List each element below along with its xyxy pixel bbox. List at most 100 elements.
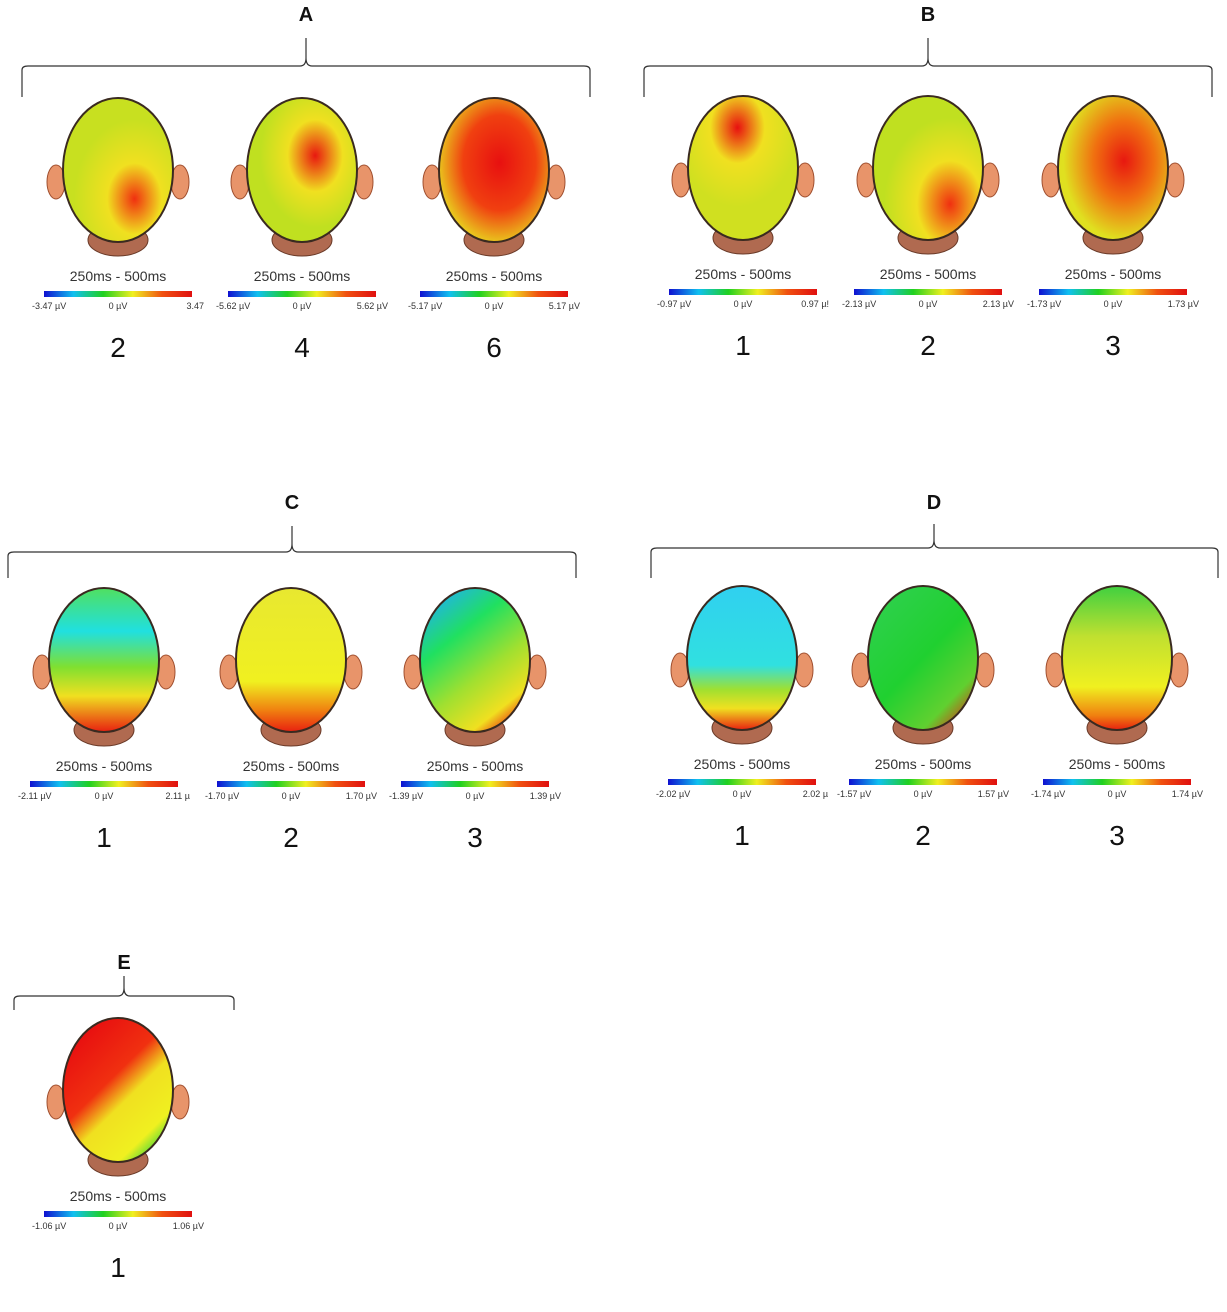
- panel-label-e: E: [117, 952, 131, 974]
- color-scale-bar: [217, 781, 365, 787]
- condition-number: 1: [110, 1252, 126, 1283]
- scale-max-label: 1.74 µV: [1171, 789, 1203, 799]
- topomap-d-3: 250ms - 500ms -1.74 µV 0 µV 1.74 µV 3: [1027, 580, 1207, 880]
- scale-min-label: -1.74 µV: [1031, 789, 1066, 799]
- scale-min-label: -3.47 µV: [32, 301, 67, 311]
- topomap-b-2: 250ms - 500ms -2.13 µV 0 µV 2.13 µV 2: [838, 90, 1018, 390]
- scale-zero-label: 0 µV: [465, 791, 485, 801]
- color-scale-bar: [420, 291, 568, 297]
- scale-max-label: 5.17 µV: [548, 301, 580, 311]
- topomap-a-2: 250ms - 500ms -3.47 µV 0 µV 3.47 2: [28, 92, 208, 392]
- color-scale-bar: [849, 779, 997, 785]
- scale-min-label: -2.02 µV: [656, 789, 691, 799]
- scale-zero-label: 0 µV: [94, 791, 114, 801]
- color-scale-bar: [44, 291, 192, 297]
- head-map: [46, 97, 190, 257]
- topomap-d-2: 250ms - 500ms -1.57 µV 0 µV 1.57 µV 2: [833, 580, 1013, 880]
- head-map: [671, 95, 815, 255]
- scale-max-label: 1.39 µV: [529, 791, 561, 801]
- scale-zero-label: 0 µV: [281, 791, 301, 801]
- scale-zero-label: 0 µV: [108, 1221, 128, 1231]
- time-window-label: 250ms - 500ms: [1064, 266, 1162, 282]
- color-scale-bar: [401, 781, 549, 787]
- scale-min-label: -1.39 µV: [389, 791, 424, 801]
- color-scale-bar: [44, 1211, 192, 1217]
- color-scale-bar: [854, 289, 1002, 295]
- scale-max-label: 1.06 µV: [172, 1221, 204, 1231]
- scale-min-label: -0.97 µV: [657, 299, 692, 309]
- scale-min-label: -2.11 µV: [18, 791, 52, 801]
- scale-max-label: 2.11 µ: [165, 791, 190, 801]
- head-map: [32, 587, 176, 747]
- scale-max-label: 1.70 µV: [345, 791, 377, 801]
- color-scale-bar: [1039, 289, 1187, 295]
- condition-number: 3: [467, 822, 483, 853]
- scale-zero-label: 0 µV: [732, 789, 752, 799]
- scale-zero-label: 0 µV: [913, 789, 933, 799]
- topomap-b-1: 250ms - 500ms -0.97 µV 0 µV 0.97 µ! 1: [653, 90, 833, 390]
- topomap-c-3: 250ms - 500ms -1.39 µV 0 µV 1.39 µV 3: [385, 582, 565, 882]
- scale-zero-label: 0 µV: [733, 299, 753, 309]
- topomap-c-1: 250ms - 500ms -2.11 µV 0 µV 2.11 µ 1: [14, 582, 194, 882]
- scale-zero-label: 0 µV: [292, 301, 312, 311]
- condition-number: 1: [734, 820, 750, 851]
- condition-number: 3: [1105, 330, 1121, 361]
- head-map: [851, 585, 995, 745]
- time-window-label: 250ms - 500ms: [253, 268, 351, 284]
- scale-min-label: -1.06 µV: [32, 1221, 67, 1231]
- time-window-label: 250ms - 500ms: [55, 758, 153, 774]
- panel-label-d: D: [926, 492, 942, 514]
- condition-number: 1: [96, 822, 112, 853]
- scale-min-label: -5.62 µV: [216, 301, 251, 311]
- scale-max-label: 0.97 µ!: [801, 299, 829, 309]
- scale-min-label: -1.73 µV: [1027, 299, 1062, 309]
- head-map: [219, 587, 363, 747]
- scale-min-label: -2.13 µV: [842, 299, 877, 309]
- condition-number: 2: [283, 822, 299, 853]
- head-map: [403, 587, 547, 747]
- scale-max-label: 1.57 µV: [977, 789, 1009, 799]
- head-map: [1041, 95, 1185, 255]
- topomap-d-1: 250ms - 500ms -2.02 µV 0 µV 2.02 µ 1: [652, 580, 832, 880]
- scale-min-label: -5.17 µV: [408, 301, 443, 311]
- color-scale-bar: [228, 291, 376, 297]
- time-window-label: 250ms - 500ms: [69, 1188, 167, 1204]
- head-map: [46, 1017, 190, 1177]
- topomap-a-6: 250ms - 500ms -5.17 µV 0 µV 5.17 µV 6: [404, 92, 584, 392]
- condition-number: 6: [486, 332, 502, 363]
- condition-number: 1: [735, 330, 751, 361]
- scale-zero-label: 0 µV: [484, 301, 504, 311]
- condition-number: 2: [110, 332, 126, 363]
- scale-zero-label: 0 µV: [1107, 789, 1127, 799]
- time-window-label: 250ms - 500ms: [1068, 756, 1166, 772]
- condition-number: 2: [920, 330, 936, 361]
- time-window-label: 250ms - 500ms: [874, 756, 972, 772]
- topomap-a-4: 250ms - 500ms -5.62 µV 0 µV 5.62 µV 4: [212, 92, 392, 392]
- head-map: [670, 585, 814, 745]
- time-window-label: 250ms - 500ms: [879, 266, 977, 282]
- time-window-label: 250ms - 500ms: [426, 758, 524, 774]
- panel-label-b: B: [920, 4, 936, 26]
- scale-zero-label: 0 µV: [108, 301, 128, 311]
- scale-zero-label: 0 µV: [1103, 299, 1123, 309]
- time-window-label: 250ms - 500ms: [242, 758, 340, 774]
- head-map: [230, 97, 374, 257]
- panel-label-a: A: [298, 4, 314, 26]
- head-map: [1045, 585, 1189, 745]
- time-window-label: 250ms - 500ms: [694, 266, 792, 282]
- scale-min-label: -1.70 µV: [205, 791, 240, 801]
- condition-number: 2: [915, 820, 931, 851]
- scale-zero-label: 0 µV: [918, 299, 938, 309]
- color-scale-bar: [30, 781, 178, 787]
- scale-min-label: -1.57 µV: [837, 789, 872, 799]
- color-scale-bar: [668, 779, 816, 785]
- scale-max-label: 5.62 µV: [356, 301, 388, 311]
- head-map: [422, 97, 566, 257]
- topomap-b-3: 250ms - 500ms -1.73 µV 0 µV 1.73 µV 3: [1023, 90, 1203, 390]
- topomap-e-1: 250ms - 500ms -1.06 µV 0 µV 1.06 µV 1: [28, 1012, 208, 1312]
- scale-max-label: 1.73 µV: [1167, 299, 1199, 309]
- scale-max-label: 2.13 µV: [982, 299, 1014, 309]
